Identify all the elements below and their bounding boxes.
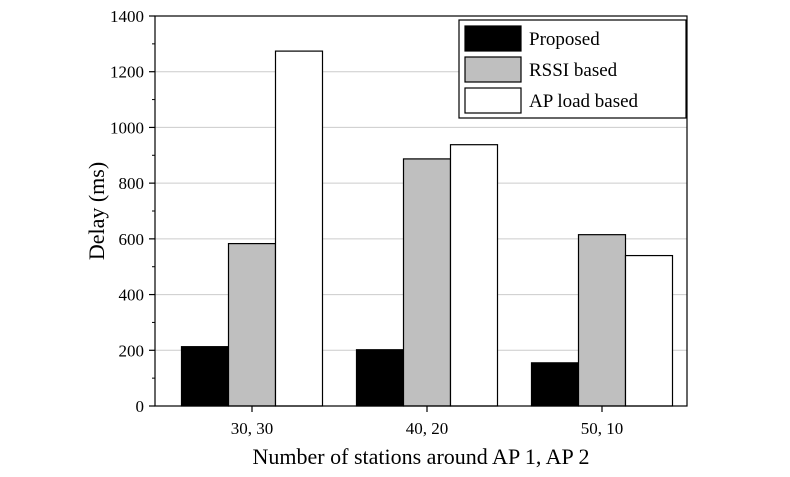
x-tick-label: 30, 30 [231, 419, 274, 438]
bar-proposed-2 [355, 349, 405, 407]
bar-proposed-3 [530, 362, 580, 407]
y-tick-label: 1200 [110, 63, 144, 82]
bar-ap-load-based-3 [624, 254, 674, 407]
x-axis-label: Number of stations around AP 1, AP 2 [253, 444, 590, 469]
legend-swatch [464, 87, 522, 114]
x-tick-label: 50, 10 [581, 419, 624, 438]
bar-proposed-1 [180, 346, 230, 407]
x-tick-label: 40, 20 [406, 419, 449, 438]
legend-swatch [464, 25, 522, 52]
bar-rssi-based-3 [577, 234, 627, 407]
y-tick-label: 600 [119, 230, 145, 249]
bars [180, 50, 674, 407]
legend-swatch [464, 56, 522, 83]
y-tick-label: 1400 [110, 7, 144, 26]
legend-label: AP load based [529, 91, 639, 112]
y-tick-label: 200 [119, 341, 145, 360]
y-axis: 0 200 400 600 800 1000 1200 1400 [110, 7, 155, 416]
bar-ap-load-based-2 [449, 144, 499, 407]
bar-rssi-based-2 [402, 158, 452, 407]
legend-label: Proposed [529, 29, 600, 50]
y-tick-label: 1000 [110, 118, 144, 137]
legend-label: RSSI based [529, 60, 618, 81]
y-tick-label: 800 [119, 174, 145, 193]
bar-ap-load-based-1 [274, 50, 324, 407]
y-tick-label: 0 [136, 397, 145, 416]
bar-rssi-based-1 [227, 242, 277, 407]
y-axis-label: Delay (ms) [84, 162, 109, 260]
legend: Proposed RSSI based AP load based [458, 19, 687, 119]
x-axis: 30, 30 40, 20 50, 10 [231, 406, 624, 438]
y-tick-label: 400 [119, 286, 145, 305]
